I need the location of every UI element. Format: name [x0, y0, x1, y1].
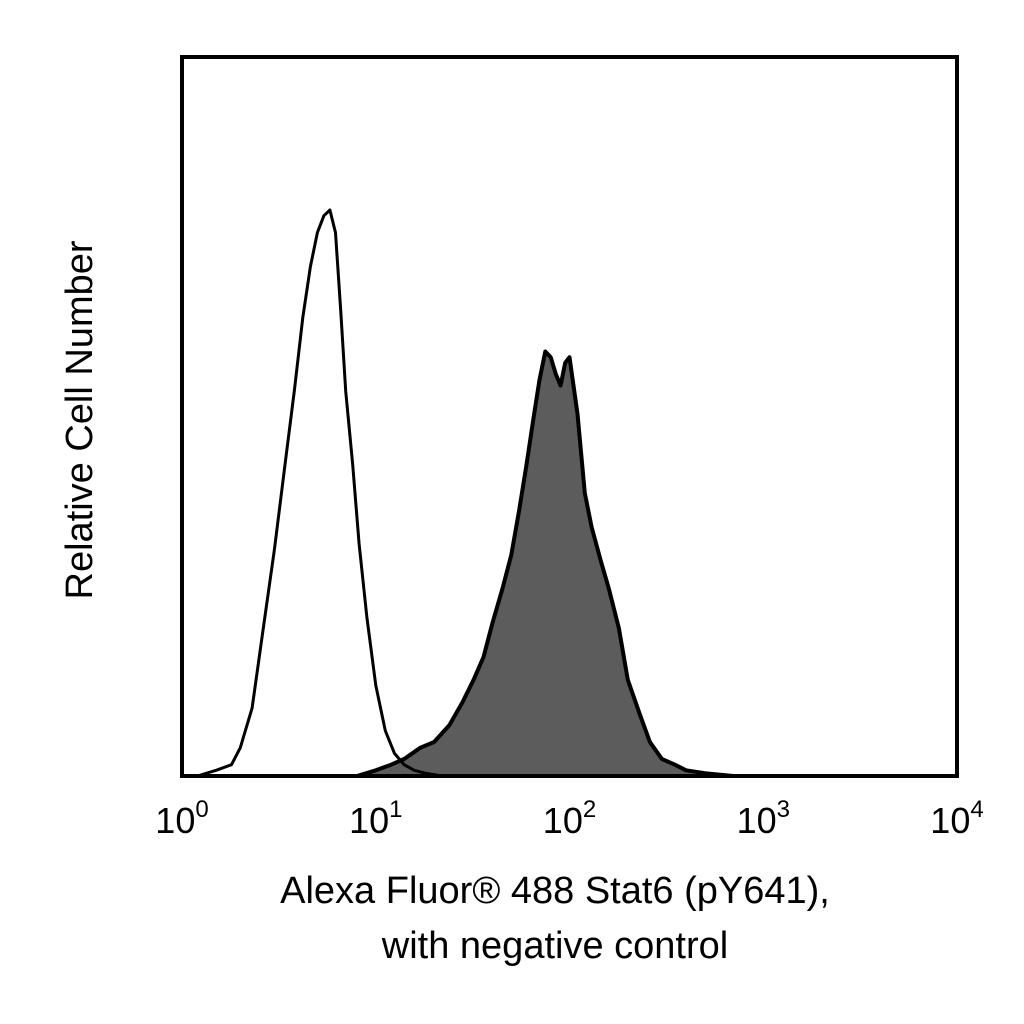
x-tick-label-0: 100: [155, 796, 208, 841]
plot-frame: [180, 55, 959, 778]
x-tick-label-4: 104: [930, 796, 983, 841]
histogram-series-control: [182, 208, 628, 778]
x-axis-label-line-1: Alexa Fluor® 488 Stat6 (pY641),: [280, 870, 830, 912]
histogram-series-stained: [355, 349, 766, 778]
x-tick-labels: 100 101 102 103 104: [155, 796, 983, 841]
x-tick-label-3: 103: [737, 796, 790, 841]
y-axis-label: Relative Cell Number: [59, 240, 101, 599]
x-tick-label-1: 101: [349, 796, 402, 841]
x-axis-label-line-2: with negative control: [381, 925, 728, 967]
series-layer: [182, 208, 766, 778]
x-tick-label-2: 102: [543, 796, 596, 841]
